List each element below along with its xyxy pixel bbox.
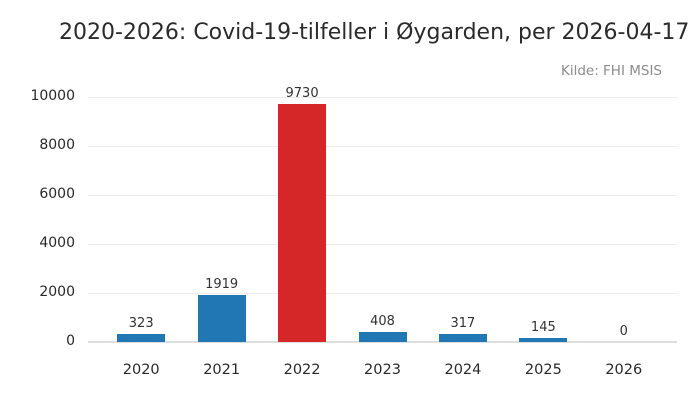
x-tick-label: 2025 — [524, 362, 562, 378]
bar-2020 — [117, 334, 166, 342]
bar-2023 — [358, 332, 407, 342]
bar-value-label: 317 — [450, 316, 476, 331]
source-label: Kilde: FHI MSIS — [560, 63, 662, 79]
x-tick-label: 2022 — [283, 362, 321, 378]
x-tick-label: 2024 — [444, 362, 482, 378]
x-tick-label: 2020 — [122, 362, 160, 378]
bar-value-label: 145 — [530, 320, 556, 335]
gridline — [88, 146, 677, 147]
x-tick-label: 2021 — [203, 362, 241, 378]
gridline — [88, 244, 677, 245]
y-tick-label: 8000 — [39, 137, 75, 153]
bar-value-label: 0 — [619, 324, 628, 339]
y-tick-label: 0 — [66, 333, 75, 349]
bar-value-label: 9730 — [285, 86, 319, 101]
bar-value-label: 1919 — [205, 277, 239, 292]
gridline — [88, 293, 677, 294]
y-tick-label: 2000 — [39, 284, 75, 300]
gridline — [88, 195, 677, 196]
x-axis-baseline — [88, 341, 677, 343]
x-tick-label: 2026 — [605, 362, 643, 378]
y-tick-label: 4000 — [39, 235, 75, 251]
gridline — [88, 97, 677, 98]
bar-2025 — [519, 338, 568, 342]
bar-2024 — [438, 334, 487, 342]
bar-value-label: 408 — [370, 314, 395, 329]
x-tick-label: 2023 — [364, 362, 401, 378]
y-tick-label: 10000 — [30, 88, 75, 104]
bar-2021 — [197, 295, 246, 342]
bar-2022 — [278, 104, 327, 342]
chart-title: 2020-2026: Covid-19-tilfeller i Øygarden… — [59, 20, 690, 45]
bar-value-label: 323 — [128, 316, 154, 331]
y-tick-label: 6000 — [39, 186, 75, 202]
